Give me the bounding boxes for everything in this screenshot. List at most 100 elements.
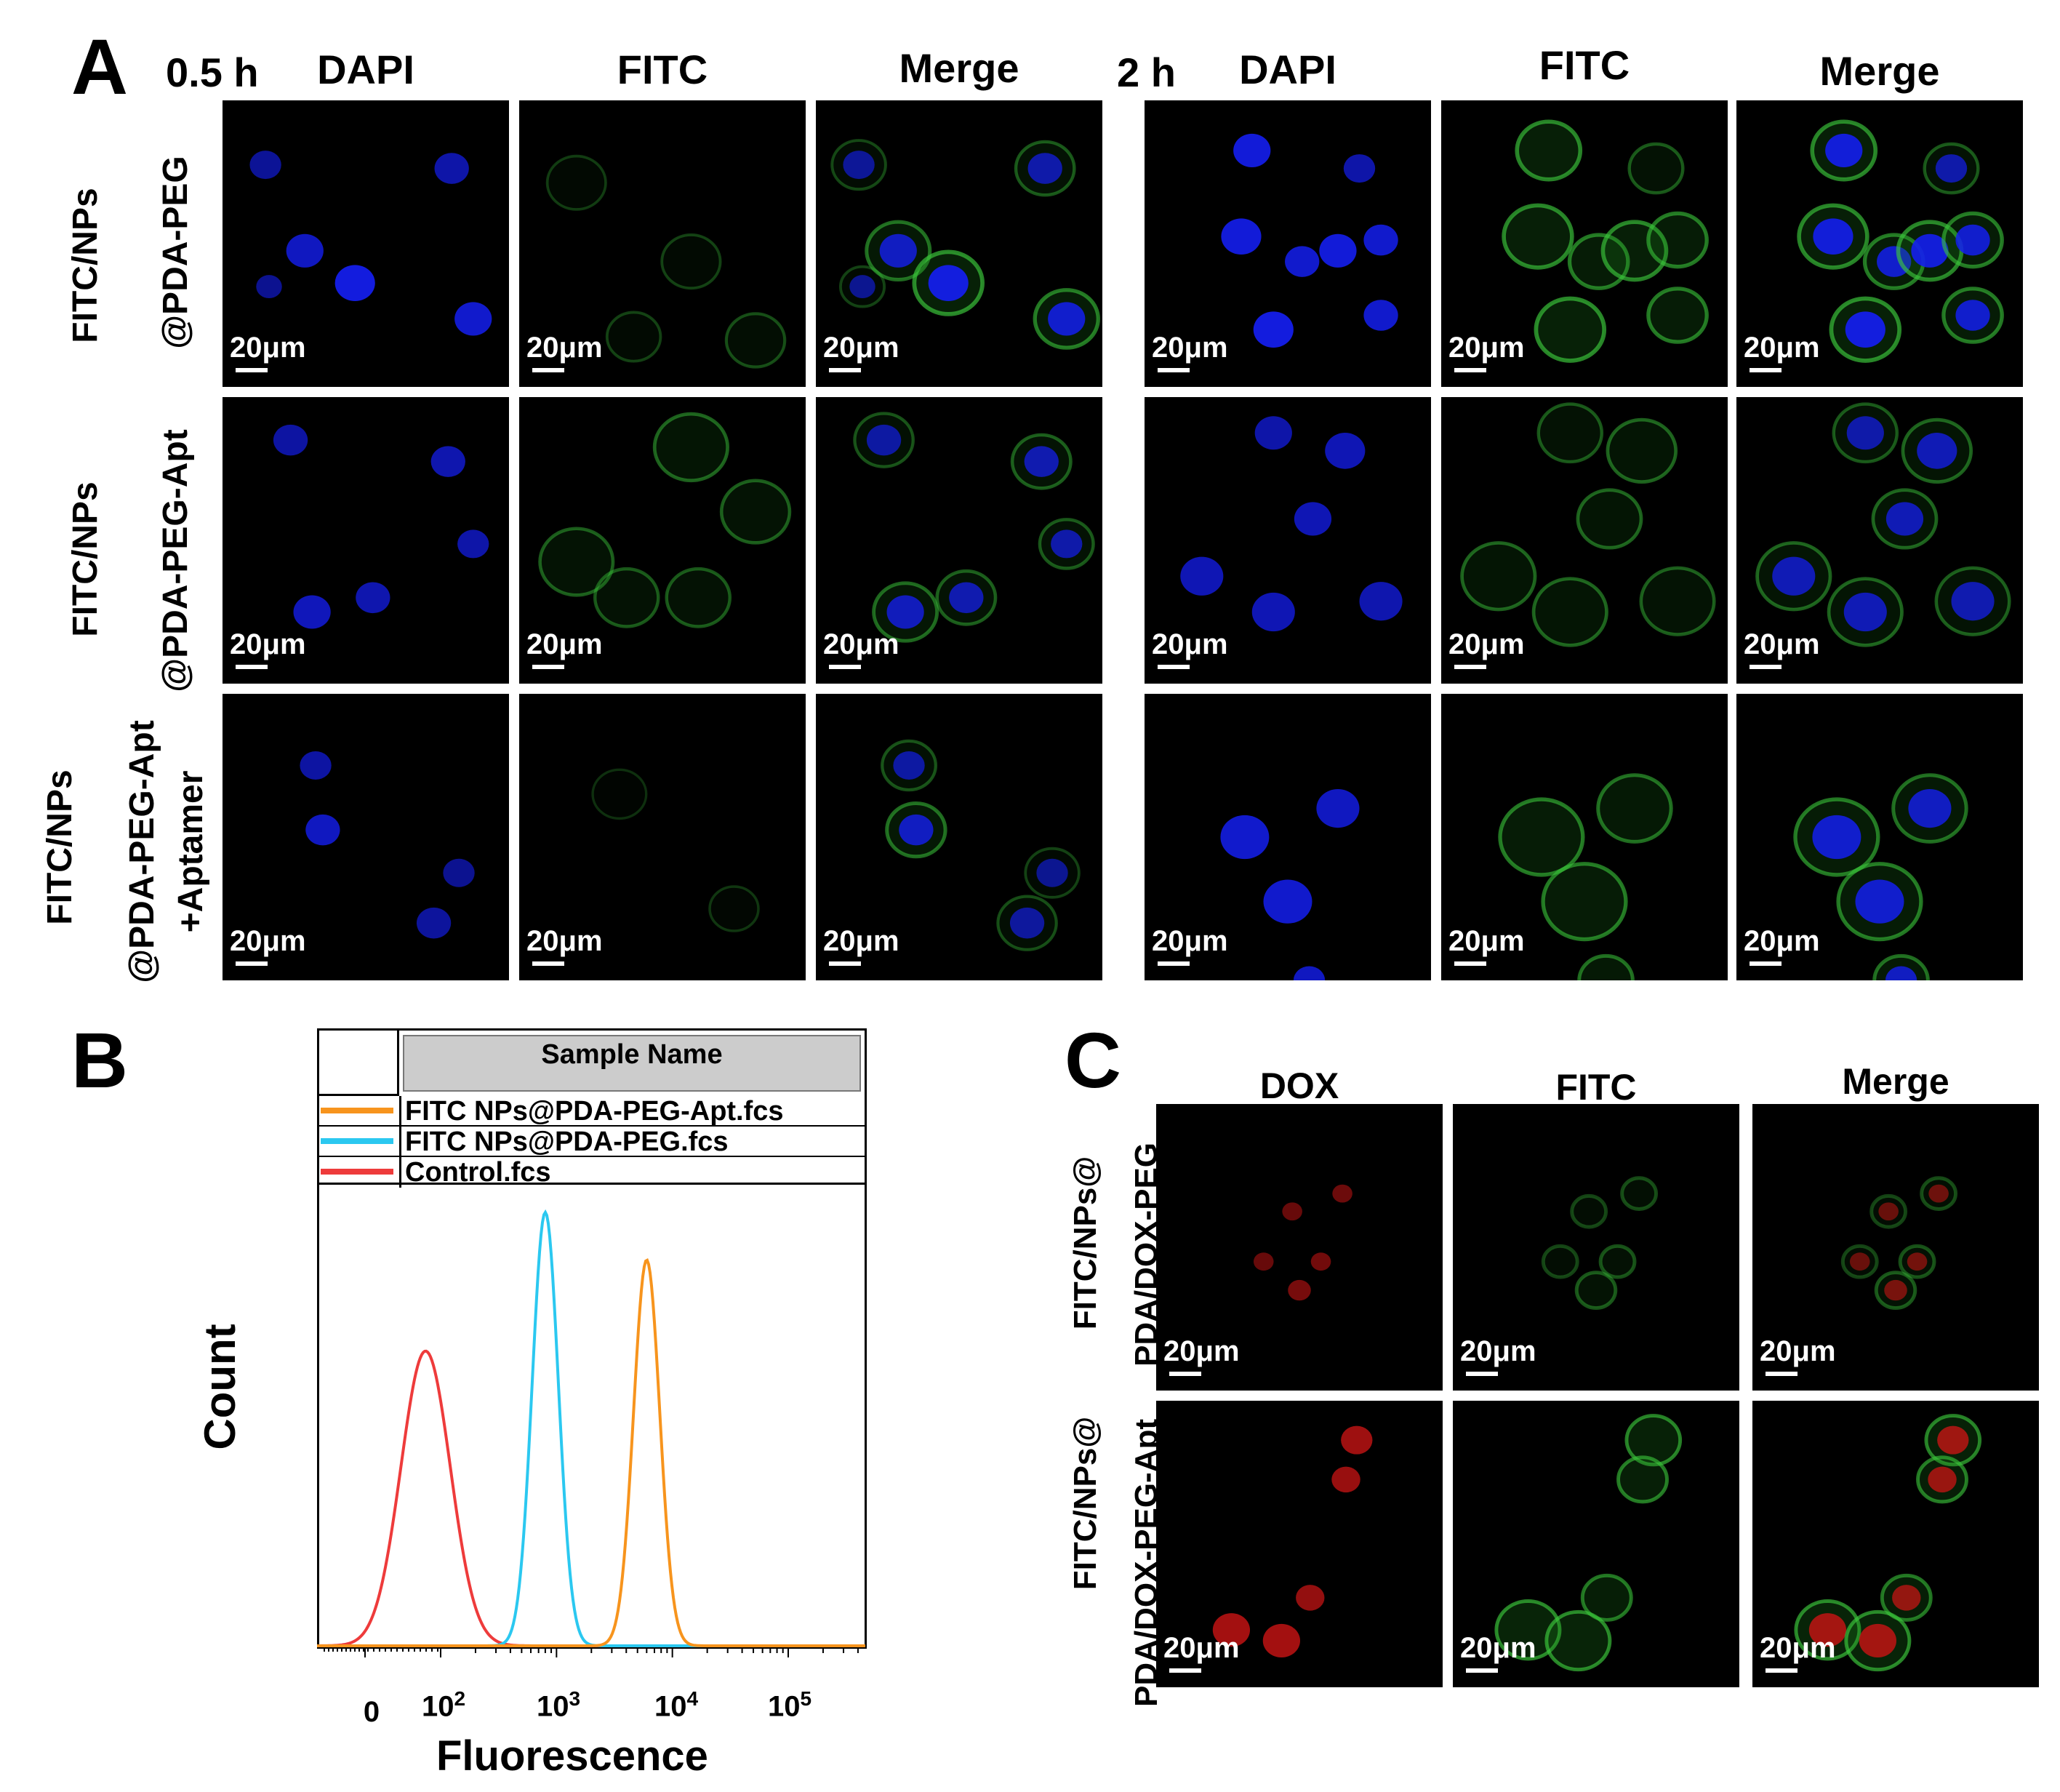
micrograph-fitc-0.5h-row3: 20μm [519,694,806,980]
cell-nucleus [1359,582,1403,621]
cell-nucleus [1310,1252,1331,1271]
cell-nucleus [256,275,282,299]
panel-a-letter: A [71,23,128,111]
cell-nucleus [1036,858,1068,887]
cell-nucleus [1825,133,1863,167]
cell-membrane [1570,1193,1608,1229]
cell-nucleus [305,814,340,846]
cell-membrane [1541,1244,1579,1279]
micrograph-merge-0.5h-row2: 20μm [816,397,1102,684]
cell-membrane [1515,119,1583,182]
micrograph-dapi-0.5h-row2: 20μm [223,397,509,684]
col-head-a-dapi-2h: DAPI [1239,47,1336,92]
cell-nucleus [273,424,308,456]
col-head-a-merge-0.5h: Merge [899,45,1019,91]
cell-nucleus [1812,815,1861,860]
scale-bar-line [1454,665,1486,669]
x-tick-label-1e4: 104 [640,1689,713,1721]
micrograph-fitc-0.5h-row1: 20μm [519,100,806,387]
cell-nucleus [1296,1585,1325,1611]
x-tick-label-1e2: 102 [407,1689,480,1721]
scale-bar: 20μm [1152,927,1228,966]
scale-bar-line [1158,665,1190,669]
cell-nucleus [893,751,925,780]
x-tick-label-1e3: 103 [522,1689,595,1721]
cell-nucleus [1024,446,1059,477]
cell-membrane [652,412,729,483]
cell-nucleus [1048,302,1086,336]
cell-nucleus [1332,1184,1352,1203]
scale-bar: 20μm [1460,1633,1536,1673]
cell-membrane [1624,1414,1683,1467]
cell-nucleus [1263,879,1312,924]
scale-bar-label: 20μm [1163,1632,1240,1664]
scale-bar-label: 20μm [823,925,899,957]
cell-nucleus [1907,1252,1928,1271]
scale-bar-label: 20μm [230,332,306,364]
legend-row: FITC NPs@PDA-PEG-Apt.fcs [319,1096,865,1127]
col-head-a-dapi-0.5h: DAPI [317,47,414,92]
row-label-a-3-line2: @PDA-PEG-Apt [123,720,161,983]
cell-nucleus [1316,789,1360,828]
scale-bar: 20μm [823,927,899,966]
cell-nucleus [300,751,332,780]
cell-nucleus [1325,433,1366,469]
cell-nucleus [1813,218,1853,255]
scale-bar-label: 20μm [823,332,899,364]
scale-bar-label: 20μm [526,332,603,364]
cell-membrane [1544,1609,1612,1672]
legend-divider [399,1157,401,1188]
tick-base: 10 [536,1690,569,1723]
legend-divider [399,1096,401,1127]
scale-bar: 20μm [823,630,899,669]
panel-b-letter: B [71,1016,128,1104]
scale-bar-line [532,368,564,372]
cell-nucleus [1343,154,1376,183]
cell-nucleus [1285,246,1320,277]
cell-membrane [1596,773,1673,844]
cell-nucleus [1951,582,1995,621]
cell-nucleus [1254,416,1292,450]
scale-bar-line [1466,1372,1498,1376]
cell-membrane [1536,402,1604,464]
cell-nucleus [1772,556,1816,596]
cell-nucleus [434,153,469,184]
scale-bar: 20μm [1760,1633,1836,1673]
scale-bar: 20μm [1152,333,1228,372]
cell-nucleus [454,302,492,336]
scale-bar-line [1750,368,1782,372]
scale-bar-label: 20μm [1448,332,1525,364]
col-head-a-merge-2h: Merge [1819,48,1940,94]
cell-nucleus [356,582,390,614]
scale-bar-line [532,665,564,669]
cell-nucleus [1955,300,1990,331]
cell-nucleus [1885,502,1924,536]
scale-bar-label: 20μm [1163,1335,1240,1367]
cell-nucleus [1027,153,1062,184]
scale-bar-line [1158,961,1190,966]
legend-label-apt: FITC NPs@PDA-PEG-Apt.fcs [405,1096,784,1127]
scale-bar-label: 20μm [1760,1632,1836,1664]
scale-bar-line [236,961,268,966]
cell-nucleus [928,265,969,301]
cell-nucleus [886,595,924,629]
cell-nucleus [1877,246,1912,277]
x-tick-marks [324,1647,859,1657]
micrograph-merge-2h-row1: 20μm [1736,100,2023,387]
col-head-c-merge: Merge [1842,1061,1949,1102]
cell-nucleus [1937,1425,1969,1455]
scale-bar-label: 20μm [230,925,306,957]
cell-nucleus [1288,1279,1311,1301]
row-label-c-1-line1: FITC/NPs@ [1067,1156,1103,1330]
cell-membrane [1646,211,1709,269]
x-axis-title: Fluorescence [436,1732,708,1780]
timepoint-2h-label: 2 h [1117,49,1176,95]
cell-nucleus [899,814,934,846]
scale-bar: 20μm [526,333,603,372]
scale-bar-line [1454,368,1486,372]
timepoint-0.5h-label: 0.5 h [166,49,259,95]
cell-nucleus [1233,133,1271,167]
cell-nucleus [1212,1613,1251,1647]
scale-bar-label: 20μm [526,925,603,957]
y-axis-title: Count [196,1324,244,1450]
